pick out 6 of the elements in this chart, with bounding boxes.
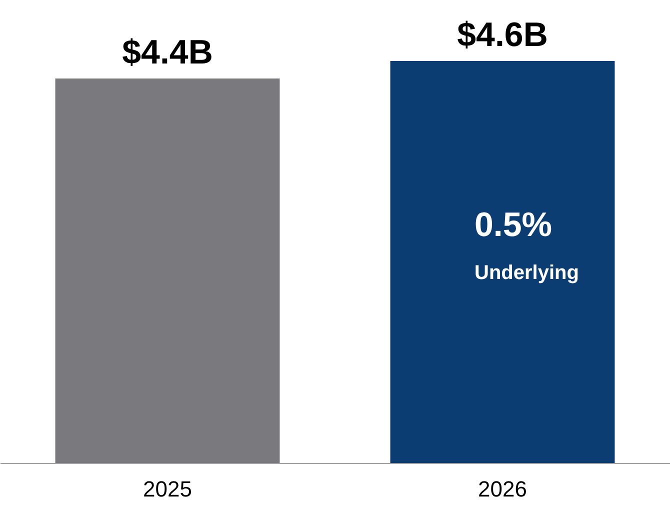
annotation: 0.5% <box>474 206 552 244</box>
data-label: $4.4B <box>122 33 213 72</box>
x-tick-label: 2026 <box>478 476 527 502</box>
data-label: $4.6B <box>457 16 548 54</box>
annotation: Underlying <box>474 262 579 284</box>
x-tick-label: 2025 <box>143 476 192 502</box>
